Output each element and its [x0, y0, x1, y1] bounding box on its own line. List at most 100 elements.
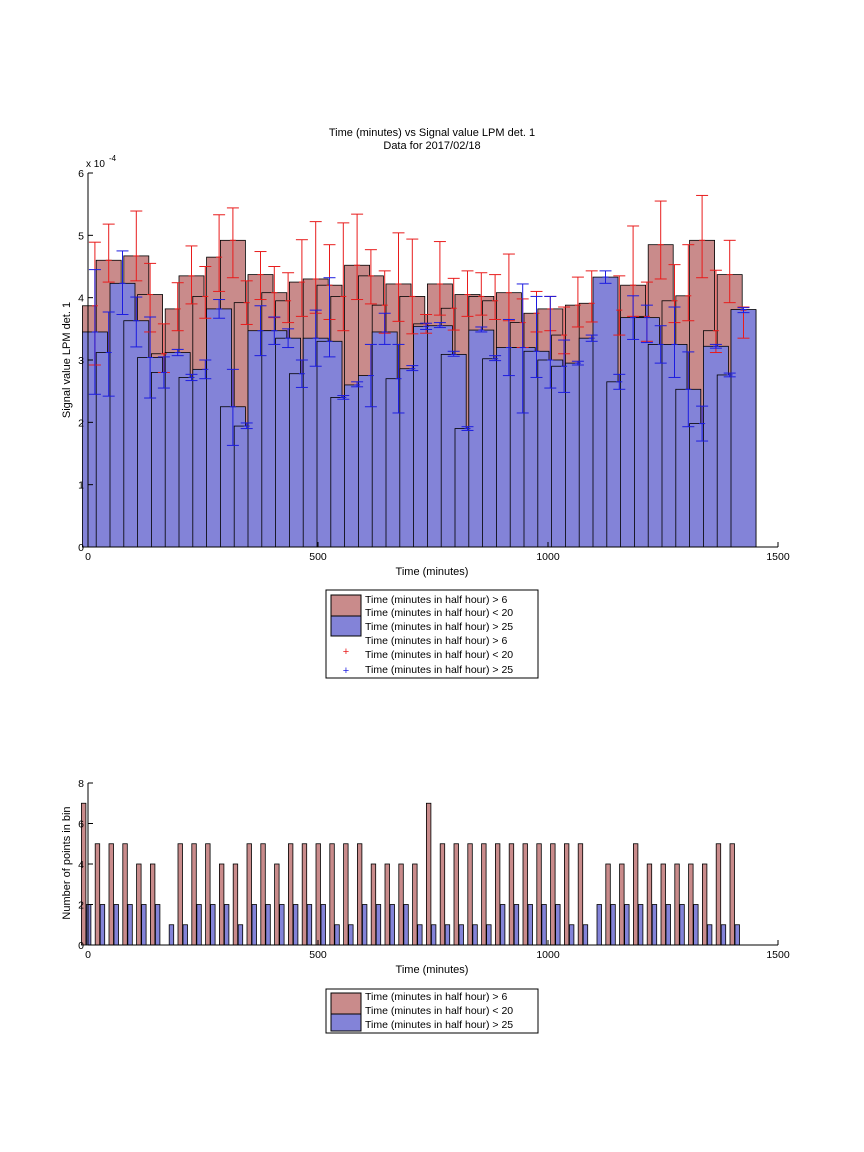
- signal-legend: + + Time (minutes in half hour) > 6 Time…: [325, 589, 539, 679]
- count-bar: [154, 904, 161, 946]
- y-tick-label: 2: [78, 900, 84, 912]
- legend-marker-red: +: [343, 646, 349, 658]
- count-bar: [237, 924, 244, 946]
- signal-y-tick-labels: 0 1 2 3 4 5 6: [78, 168, 84, 554]
- x-tick-label: 1000: [536, 551, 560, 563]
- count-bar: [412, 863, 418, 946]
- legend-swatch-red: [330, 594, 362, 617]
- count-bar: [348, 924, 354, 946]
- legend-entry: Time (minutes in half hour) > 25: [365, 621, 513, 633]
- count-bar: [486, 924, 492, 946]
- count-bar: [86, 904, 92, 946]
- y-tick-label: 6: [78, 819, 84, 831]
- count-bar: [218, 863, 225, 946]
- count-bar: [633, 843, 639, 946]
- count-bar: [265, 904, 271, 946]
- signal-x-axis-label: Time (minutes): [396, 566, 469, 578]
- count-legend: Time (minutes in half hour) > 6 Time (mi…: [325, 988, 539, 1034]
- count-bar: [425, 802, 432, 946]
- count-bar: [320, 904, 326, 946]
- count-bar: [113, 904, 119, 946]
- legend-entry: Time (minutes in half hour) > 6: [365, 991, 507, 1003]
- x-tick-label: 500: [309, 949, 327, 961]
- signal-y-axis-label: Signal value LPM det. 1: [61, 302, 73, 418]
- legend-marker-blue: +: [343, 665, 349, 677]
- count-bar: [646, 863, 653, 946]
- count-x-axis-label: Time (minutes): [396, 964, 469, 976]
- count-bar: [403, 904, 409, 946]
- legend-entry: Time (minutes in half hour) < 20: [365, 649, 513, 661]
- y-tick-label: 8: [78, 778, 84, 790]
- count-bar: [688, 863, 694, 946]
- count-bars: [81, 802, 740, 946]
- legend-entry: Time (minutes in half hour) > 6: [365, 635, 507, 647]
- count-bar: [734, 924, 740, 946]
- count-bar: [430, 924, 437, 946]
- count-bar: [555, 904, 561, 946]
- count-bar: [536, 843, 542, 946]
- signal-axes: [87, 172, 779, 548]
- x-tick-label: 1500: [766, 551, 790, 563]
- count-bar: [361, 904, 368, 946]
- exponent-power: -4: [109, 154, 117, 163]
- count-bar: [729, 843, 735, 946]
- legend-swatch-red: [330, 992, 362, 1015]
- y-tick-label: 4: [78, 859, 84, 871]
- count-bar: [260, 843, 266, 946]
- count-bar: [472, 924, 478, 946]
- count-x-tick-labels: 0 500 1000 1500: [85, 949, 790, 961]
- count-bar: [306, 904, 313, 946]
- count-bar: [577, 843, 584, 946]
- count-bar: [210, 904, 216, 946]
- count-bar: [417, 924, 423, 946]
- count-bar: [605, 863, 611, 946]
- count-bar: [127, 904, 133, 946]
- y-tick-label: 5: [78, 230, 84, 242]
- count-bar: [292, 904, 299, 946]
- count-bar: [108, 843, 114, 946]
- count-bar: [149, 863, 156, 946]
- y-tick-label: 0: [78, 940, 84, 952]
- count-y-tick-labels: 0 2 4 6 8: [78, 778, 84, 952]
- count-axes: [87, 782, 779, 946]
- count-bar: [99, 904, 106, 946]
- count-bar: [481, 843, 487, 946]
- exponent-label: x 10: [86, 159, 105, 170]
- count-bar: [191, 843, 197, 946]
- count-bar: [398, 863, 404, 946]
- count-bar: [467, 843, 473, 946]
- count-bar: [550, 843, 556, 946]
- count-bar: [453, 843, 459, 946]
- count-bar: [660, 863, 666, 946]
- count-bar: [499, 904, 506, 946]
- count-bar: [196, 904, 202, 946]
- count-bar: [522, 843, 528, 946]
- count-bar: [389, 904, 395, 946]
- count-bar: [674, 863, 680, 946]
- count-bar: [205, 843, 211, 946]
- count-bar: [315, 843, 321, 946]
- count-bar: [679, 904, 685, 946]
- count-bar: [693, 904, 699, 946]
- count-bar: [439, 843, 446, 946]
- count-bar: [564, 843, 570, 946]
- signal-error-bars: [88, 194, 750, 446]
- signal-bar-chart: 0 500 1000 1500 0 1 2 3 4 5 6 x 10 -4 Time (minut…: [61, 154, 790, 578]
- count-bar: [541, 904, 547, 946]
- count-bar: [707, 924, 713, 946]
- count-bar: [182, 924, 188, 946]
- count-bar: [223, 904, 230, 946]
- count-bar: [334, 924, 340, 946]
- x-tick-label: 0: [85, 949, 91, 961]
- count-bar: [665, 904, 671, 946]
- count-bar: [715, 843, 722, 946]
- count-bar: [370, 863, 377, 946]
- y-tick-label: 2: [78, 417, 84, 429]
- signal-bars: [82, 239, 757, 548]
- count-bar: [375, 904, 382, 946]
- count-bar: [458, 924, 464, 946]
- count-y-axis-label: Number of points in bin: [61, 806, 73, 919]
- x-tick-label: 500: [309, 551, 327, 563]
- count-bar: [508, 843, 515, 946]
